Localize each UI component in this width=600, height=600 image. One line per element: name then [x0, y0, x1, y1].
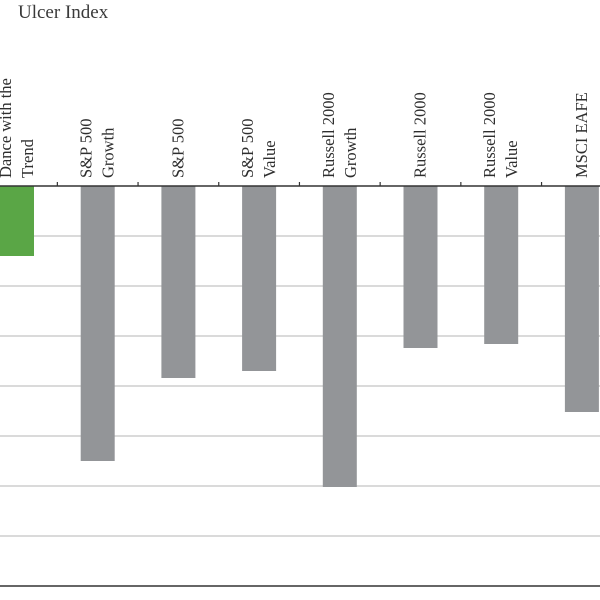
bar: [564, 186, 599, 412]
category-label: Value: [502, 140, 521, 178]
bars: [0, 186, 599, 487]
bar: [484, 186, 519, 344]
category-label: Russell 2000: [411, 92, 430, 178]
category-label: Russell 2000: [480, 92, 499, 178]
category-label: S&P 500: [168, 119, 187, 178]
category-label: Trend: [18, 138, 37, 178]
category-label: Value: [260, 140, 279, 178]
category-label: S&P 500: [77, 119, 96, 178]
bar: [161, 186, 196, 378]
category-label: MSCI EAFE: [572, 92, 591, 178]
category-label: Growth: [99, 127, 118, 178]
chart-title: Ulcer Index: [18, 2, 109, 23]
bar: [80, 186, 115, 461]
bar: [242, 186, 277, 371]
category-label: Dance with the: [0, 78, 15, 178]
bar: [322, 186, 357, 487]
bar: [403, 186, 438, 348]
category-label: S&P 500: [238, 119, 257, 178]
axes: [0, 182, 600, 587]
category-label: Growth: [341, 127, 360, 178]
bar: [0, 186, 34, 256]
category-label: Russell 2000: [319, 92, 338, 178]
